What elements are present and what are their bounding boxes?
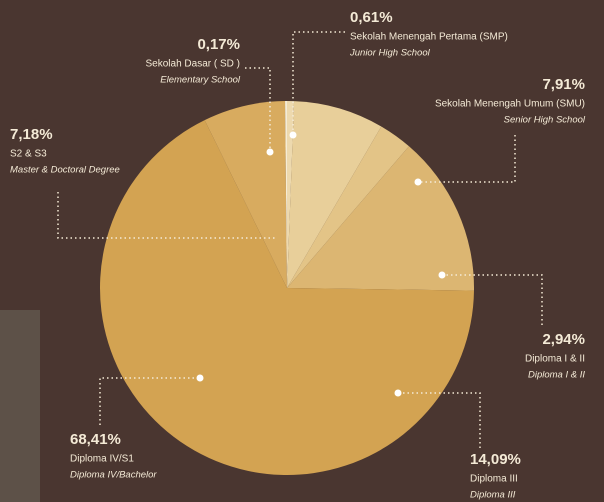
category-label-en: Diploma IV/Bachelor xyxy=(70,470,157,481)
leaders xyxy=(57,31,543,448)
pie-slice xyxy=(287,101,295,288)
category-label: Sekolah Dasar ( SD ) xyxy=(146,59,240,70)
value-label: 0,17% xyxy=(197,36,240,53)
leader-dot xyxy=(414,178,422,186)
category-label: Diploma III xyxy=(470,474,518,485)
value-label: 7,91% xyxy=(542,76,585,93)
value-label: 7,18% xyxy=(10,126,53,143)
category-label: Diploma I & II xyxy=(525,354,585,365)
value-label: 2,94% xyxy=(542,331,585,348)
category-label: Sekolah Menengah Umum (SMU) xyxy=(435,99,585,110)
pie-slice xyxy=(204,101,287,288)
value-label: 0,61% xyxy=(350,9,393,26)
category-label-en: Master & Doctoral Degree xyxy=(10,165,120,176)
leader-dot xyxy=(438,271,446,279)
value-label: 68,41% xyxy=(70,431,121,448)
leader-dot xyxy=(266,148,274,156)
leader-dot xyxy=(394,389,402,397)
leader xyxy=(398,392,481,448)
category-label-en: Diploma III xyxy=(470,490,516,501)
leader xyxy=(442,274,543,325)
category-label-en: Elementary School xyxy=(160,75,241,86)
pie-slice xyxy=(287,101,382,288)
leader xyxy=(245,67,271,152)
category-label-en: Senior High School xyxy=(504,115,586,126)
leader xyxy=(57,192,275,239)
category-label: Diploma IV/S1 xyxy=(70,454,134,465)
category-label-en: Junior High School xyxy=(349,48,431,59)
value-label: 14,09% xyxy=(470,451,521,468)
leader-dot xyxy=(289,131,297,139)
pie-slice xyxy=(285,101,287,288)
pie-slice xyxy=(287,146,475,291)
background-building xyxy=(0,310,40,502)
leader-dot xyxy=(196,374,204,382)
leader xyxy=(99,377,200,425)
pie-slice xyxy=(99,120,474,476)
category-label: S2 & S3 xyxy=(10,149,47,160)
category-label-en: Diploma I & II xyxy=(528,370,585,381)
category-label: Sekolah Menengah Pertama (SMP) xyxy=(350,32,508,43)
pie-slice xyxy=(287,126,409,289)
